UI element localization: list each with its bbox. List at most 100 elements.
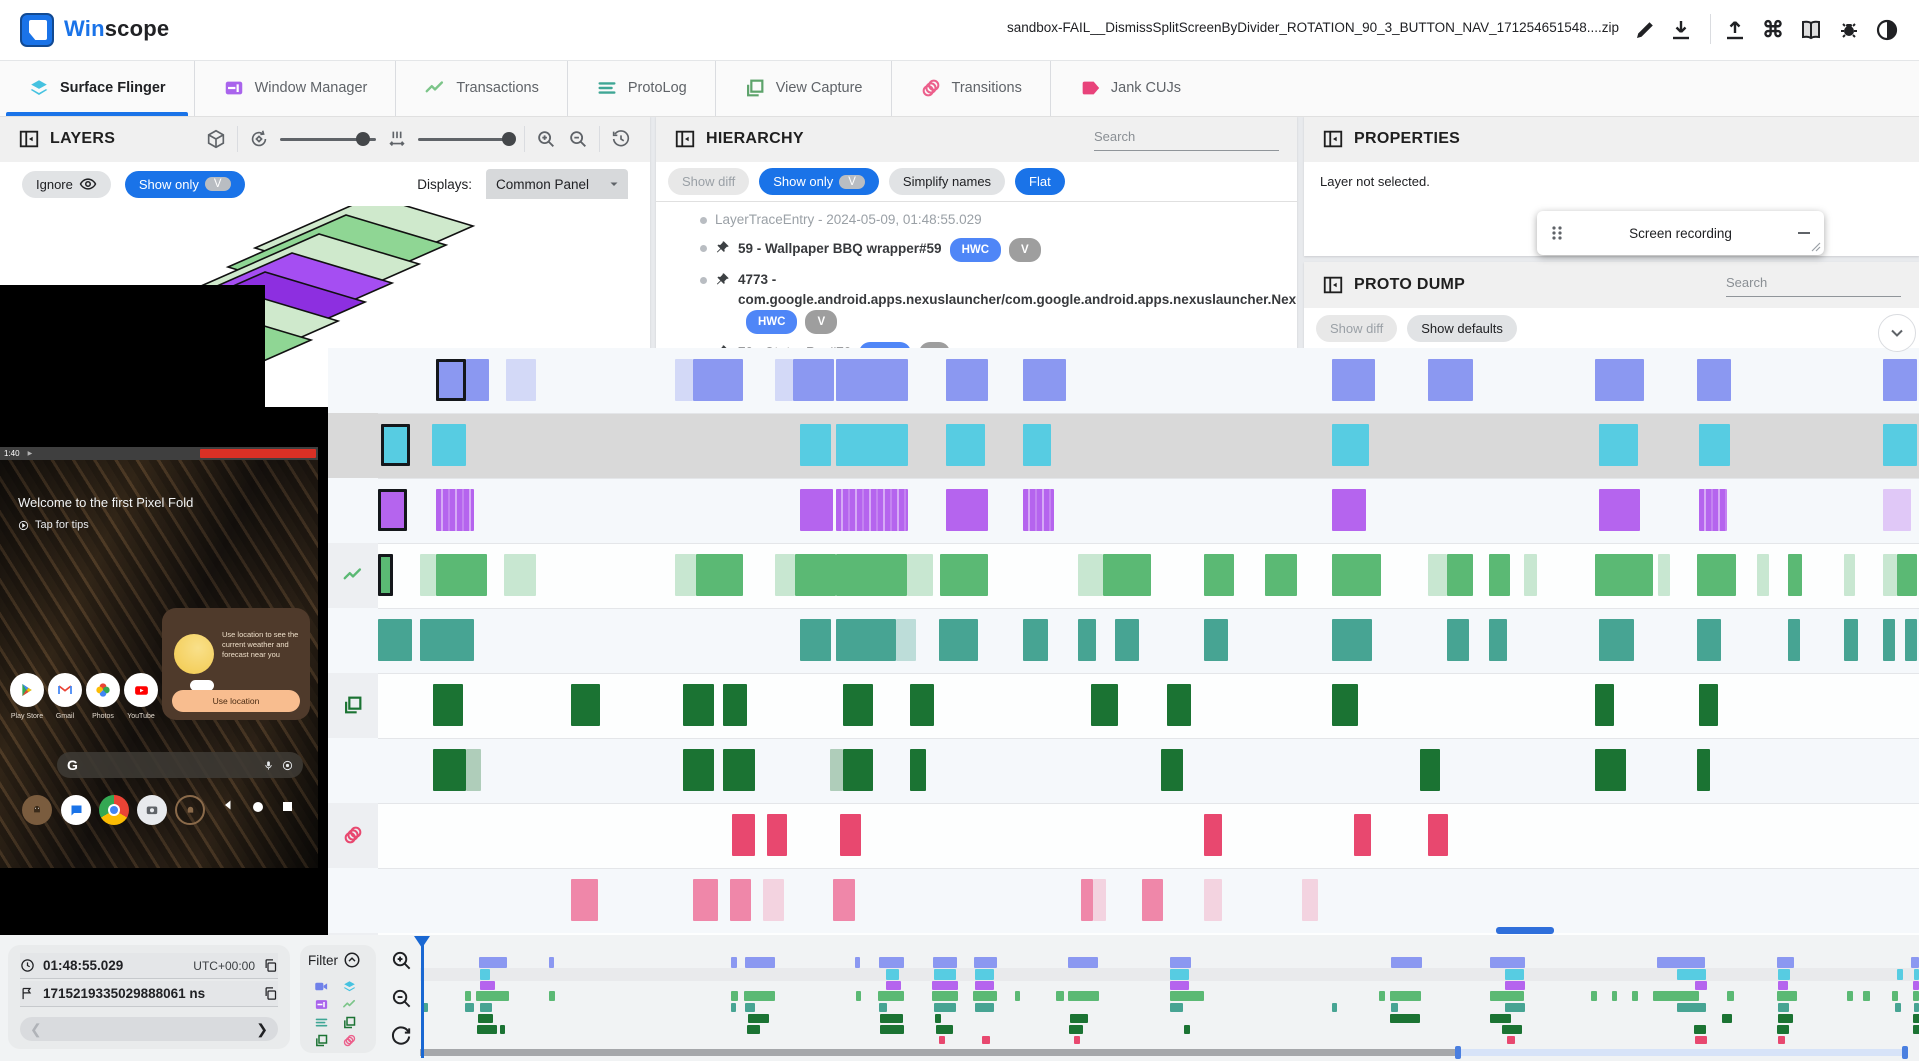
trace-entry-block[interactable] <box>571 879 598 921</box>
timeline-row[interactable] <box>328 348 1919 413</box>
transactions-icon[interactable] <box>342 564 364 586</box>
trace-entry-block[interactable] <box>1091 684 1118 726</box>
trace-entry-block[interactable] <box>696 554 743 596</box>
trace-entry-block[interactable] <box>1204 879 1222 921</box>
view-capture-icon[interactable] <box>342 694 364 716</box>
trace-entry-block[interactable] <box>1905 619 1917 661</box>
trace-entry-block[interactable] <box>1883 619 1895 661</box>
trace-entry-block[interactable] <box>1524 554 1537 596</box>
trace-entry-block[interactable] <box>693 359 743 401</box>
trace-entry-block[interactable] <box>1167 684 1191 726</box>
timeline-minimap[interactable] <box>414 935 1919 1061</box>
copy-icon[interactable] <box>263 958 278 973</box>
trace-entry-block[interactable] <box>836 489 908 531</box>
trace-entry-block[interactable] <box>675 554 696 596</box>
simplify-names-button[interactable]: Simplify names <box>888 168 1006 195</box>
flat-button[interactable]: Flat <box>1015 168 1065 195</box>
trace-entry-block[interactable] <box>420 554 436 596</box>
collapse-properties-button[interactable] <box>1878 314 1916 352</box>
trace-entry-block[interactable] <box>1883 424 1917 466</box>
tab-transactions[interactable]: Transactions <box>395 60 566 116</box>
screen-recording-window[interactable]: Screen recording <box>1537 211 1824 255</box>
tab-jank-cujs[interactable]: Jank CUJs <box>1049 60 1209 116</box>
documentation-icon[interactable] <box>1799 18 1823 42</box>
trace-entry-block[interactable] <box>1883 359 1917 401</box>
edit-icon[interactable] <box>1633 18 1657 42</box>
previous-frame-button[interactable]: ❮ <box>30 1020 42 1037</box>
drag-handle-icon[interactable] <box>1549 225 1565 241</box>
trace-entry-block[interactable] <box>723 749 755 791</box>
trace-entry-block[interactable] <box>1332 489 1366 531</box>
trace-entry-block[interactable] <box>378 489 407 531</box>
trace-entry-block[interactable] <box>1428 359 1473 401</box>
trace-entry-block[interactable] <box>1595 684 1614 726</box>
trace-entry-block[interactable] <box>946 424 985 466</box>
trace-entry-block[interactable] <box>433 749 466 791</box>
rotation-icon[interactable] <box>248 128 270 150</box>
trace-entry-block[interactable] <box>1897 554 1917 596</box>
zoom-range-right-handle[interactable] <box>1902 1046 1908 1059</box>
trace-entry-block[interactable] <box>1078 619 1096 661</box>
trace-entry-block[interactable] <box>432 424 466 466</box>
shortcuts-icon[interactable]: ⌘ <box>1762 17 1784 42</box>
minimize-icon[interactable] <box>1796 225 1812 241</box>
timeline-row[interactable] <box>328 803 1919 868</box>
zoom-in-icon[interactable] <box>535 128 557 150</box>
cube-3d-icon[interactable] <box>205 128 227 150</box>
spacing-slider[interactable] <box>418 131 516 146</box>
trace-entry-block[interactable] <box>1489 619 1507 661</box>
collapse-filter-icon[interactable] <box>343 951 361 969</box>
tree-node[interactable]: 78 - StatusBar#78 HWC V <box>656 338 1297 348</box>
collapse-panel-icon[interactable] <box>1322 128 1344 150</box>
hierarchy-search-input[interactable]: Search <box>1094 128 1279 151</box>
filter-transactions-icon[interactable] <box>342 997 357 1012</box>
trace-entry-block[interactable] <box>1757 554 1769 596</box>
timeline-row[interactable] <box>328 738 1919 803</box>
rotation-slider[interactable] <box>280 131 376 146</box>
trace-entry-block[interactable] <box>830 749 843 791</box>
trace-entry-block[interactable] <box>732 814 755 856</box>
filter-view-capture-icon[interactable] <box>342 1015 357 1030</box>
trace-entry-block[interactable] <box>1844 554 1855 596</box>
trace-entry-block[interactable] <box>436 554 487 596</box>
trace-entry-block[interactable] <box>793 359 834 401</box>
trace-entry-block[interactable] <box>775 359 793 401</box>
trace-entry-block[interactable] <box>843 749 873 791</box>
filter-transitions-icon[interactable] <box>342 1033 357 1048</box>
timeline-zoom-reset-icon[interactable] <box>390 1025 413 1048</box>
download-icon[interactable] <box>1669 18 1693 42</box>
tab-view-capture[interactable]: View Capture <box>714 60 891 116</box>
trace-entry-block[interactable] <box>436 489 474 531</box>
trace-entry-block[interactable] <box>940 554 988 596</box>
trace-entry-block[interactable] <box>466 359 489 401</box>
trace-entry-block[interactable] <box>1354 814 1371 856</box>
trace-entry-block[interactable] <box>1447 619 1469 661</box>
tab-protolog[interactable]: ProtoLog <box>566 60 715 116</box>
trace-entry-block[interactable] <box>1844 619 1858 661</box>
trace-entry-block[interactable] <box>1332 359 1375 401</box>
trace-entry-block[interactable] <box>910 684 934 726</box>
filter-window-manager-icon[interactable] <box>314 997 329 1012</box>
show-diff-button[interactable]: Show diff <box>1316 314 1398 342</box>
trace-entry-block[interactable] <box>1883 554 1897 596</box>
reset-view-icon[interactable] <box>610 128 632 150</box>
trace-entry-block[interactable] <box>910 749 926 791</box>
trace-entry-block[interactable] <box>1302 879 1318 921</box>
trace-entry-block[interactable] <box>420 619 474 661</box>
trace-entry-block[interactable] <box>907 554 933 596</box>
tree-root[interactable]: LayerTraceEntry - 2024-05-09, 01:48:55.0… <box>656 206 1297 234</box>
timeline-zoom-out-icon[interactable] <box>390 987 413 1010</box>
trace-entry-block[interactable] <box>683 749 714 791</box>
trace-entry-block[interactable] <box>1699 489 1727 531</box>
trace-entry-block[interactable] <box>946 489 988 531</box>
trace-entry-block[interactable] <box>1332 619 1372 661</box>
show-defaults-button[interactable]: Show defaults <box>1407 314 1517 342</box>
tab-window-manager[interactable]: Window Manager <box>193 60 396 116</box>
trace-entry-block[interactable] <box>1697 619 1721 661</box>
pin-icon[interactable] <box>715 344 730 348</box>
trace-entry-block[interactable] <box>939 619 978 661</box>
trace-entry-block[interactable] <box>1265 554 1297 596</box>
pin-icon[interactable] <box>715 240 730 255</box>
trace-entry-block[interactable] <box>795 554 836 596</box>
trace-entry-block[interactable] <box>1023 619 1048 661</box>
